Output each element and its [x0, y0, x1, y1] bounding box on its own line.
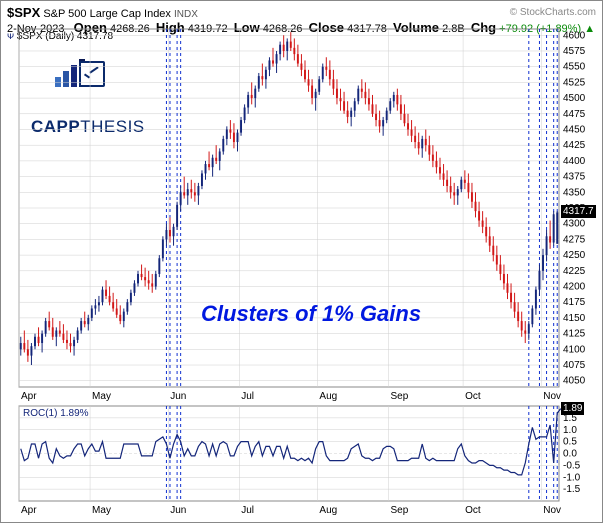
chart-svg: 4050 4075 4100 4125 4150 4175 4200 4225 4250 4275… [1, 1, 603, 524]
svg-text:4500: 4500 [563, 93, 586, 104]
svg-text:Nov: Nov [543, 505, 561, 516]
svg-text:Sep: Sep [390, 505, 408, 516]
svg-text:Jun: Jun [170, 505, 186, 516]
svg-text:0.0: 0.0 [563, 449, 577, 460]
svg-text:4075: 4075 [563, 360, 586, 371]
svg-text:Jul: Jul [241, 391, 254, 402]
svg-text:4575: 4575 [563, 46, 586, 57]
last-price-box: 4317.7 [561, 205, 596, 218]
svg-text:4400: 4400 [563, 156, 586, 167]
svg-text:-1.0: -1.0 [563, 472, 581, 483]
svg-text:May: May [92, 505, 111, 516]
svg-text:4275: 4275 [563, 234, 586, 245]
svg-text:Nov: Nov [543, 391, 561, 402]
svg-text:Aug: Aug [319, 391, 337, 402]
svg-text:-0.5: -0.5 [563, 460, 581, 471]
svg-text:Oct: Oct [465, 391, 481, 402]
svg-text:4300: 4300 [563, 219, 586, 230]
chart-container: { "header":{ "symbol":"$SPX", "name":"S&… [0, 0, 603, 523]
svg-text:Oct: Oct [465, 505, 481, 516]
svg-text:4350: 4350 [563, 187, 586, 198]
svg-text:4475: 4475 [563, 109, 586, 120]
svg-text:Apr: Apr [21, 505, 37, 516]
svg-text:Jun: Jun [170, 391, 186, 402]
svg-text:4250: 4250 [563, 250, 586, 261]
svg-text:Aug: Aug [319, 505, 337, 516]
svg-text:4125: 4125 [563, 329, 586, 340]
svg-text:4175: 4175 [563, 297, 586, 308]
svg-text:0.5: 0.5 [563, 437, 577, 448]
roc-last-box: 1.89 [561, 402, 584, 415]
svg-text:Apr: Apr [21, 391, 37, 402]
svg-text:May: May [92, 391, 111, 402]
svg-text:4375: 4375 [563, 172, 586, 183]
svg-text:4150: 4150 [563, 313, 586, 324]
svg-text:4225: 4225 [563, 266, 586, 277]
svg-text:4525: 4525 [563, 77, 586, 88]
svg-text:-1.5: -1.5 [563, 484, 581, 495]
svg-text:4600: 4600 [563, 30, 586, 41]
svg-text:1.0: 1.0 [563, 425, 577, 436]
svg-text:4450: 4450 [563, 124, 586, 135]
svg-text:4200: 4200 [563, 282, 586, 293]
svg-text:4100: 4100 [563, 344, 586, 355]
svg-text:4050: 4050 [563, 376, 586, 387]
svg-text:4550: 4550 [563, 62, 586, 73]
roc-label: ROC(1) 1.89% [23, 408, 89, 419]
svg-text:Sep: Sep [390, 391, 408, 402]
svg-text:4425: 4425 [563, 140, 586, 151]
svg-text:Jul: Jul [241, 505, 254, 516]
